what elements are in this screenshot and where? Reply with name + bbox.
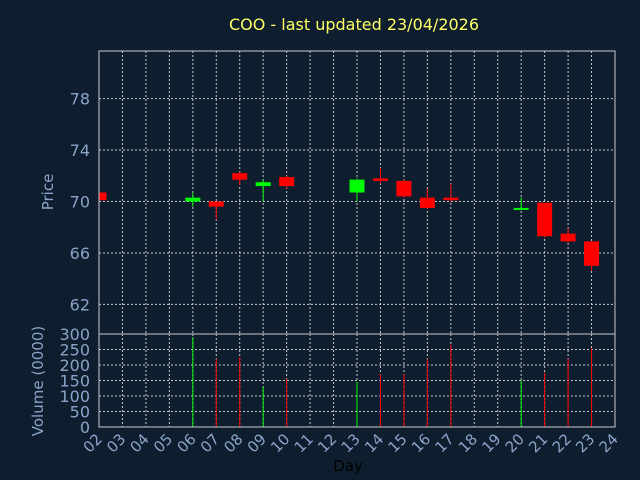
candle-body [208,201,224,207]
volume-tick-label: 50 [70,403,90,422]
volume-tick-label: 250 [59,341,90,360]
price-axis-ticks: 62 66 70 74 78 [70,90,90,315]
candle-body [232,173,248,180]
candle-body [279,177,295,187]
volume-tick-label: 200 [59,356,90,375]
candle-body [396,180,412,197]
candle-body [349,179,365,193]
candle-body [255,182,271,187]
volume-plot-frame [98,333,616,428]
candle-body [443,197,459,201]
volume-tick-label: 150 [59,372,90,391]
volume-tick-label: 100 [59,387,90,406]
volume-bars [192,337,593,427]
volume-axis-label: Volume (0000) [29,326,47,436]
candle-body [372,178,388,181]
chart-title: COO - last updated 23/04/2026 [229,15,479,34]
candle-body [99,192,107,201]
candle-body [513,207,529,210]
candle-body [560,233,576,242]
candles [98,168,600,271]
price-tick-label: 70 [70,193,90,212]
price-tick-label: 62 [70,295,90,314]
volume-tick-label: 300 [59,325,90,344]
price-tick-label: 74 [70,141,90,160]
price-tick-label: 78 [70,90,90,109]
price-axis-label: Price [39,174,57,211]
candle-body [584,241,600,266]
candle-body [537,202,553,237]
x-axis-label: Day [333,457,363,475]
x-axis-ticks: 0203040506070809101112131415161718192021… [80,430,622,456]
candle-body [185,197,201,202]
volume-tick-label: 0 [80,418,90,437]
price-tick-label: 66 [70,244,90,263]
candle-body [419,197,435,208]
